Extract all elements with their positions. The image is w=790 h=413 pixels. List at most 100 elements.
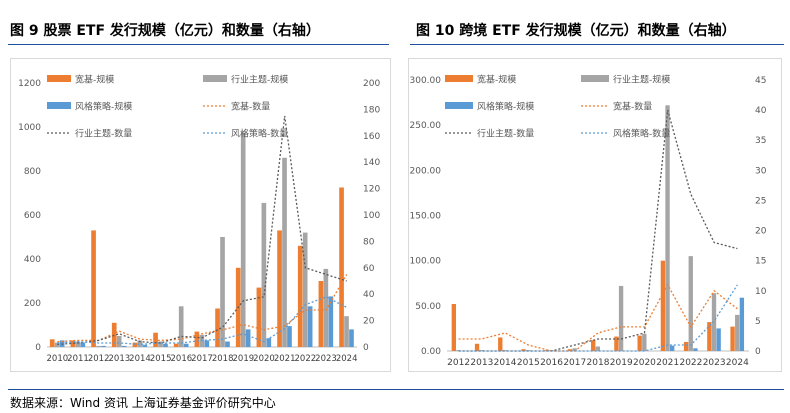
bar-industry xyxy=(479,350,484,351)
legend-label: 行业主题-规模 xyxy=(231,74,288,86)
x-tick-label: 2024 xyxy=(336,354,358,364)
y-tick-label: 0.00 xyxy=(421,347,441,357)
bar-broad xyxy=(660,260,666,351)
y2-tick-label: 20 xyxy=(755,227,767,237)
legend-swatch xyxy=(445,75,473,82)
x-tick-label: 2021 xyxy=(656,358,679,368)
y-tick-label: 400 xyxy=(24,255,41,265)
bar-strategy xyxy=(183,343,189,347)
stock-etf-chart: 0 200 400 600 800 1000 1200 0 20 40 60 80 100 120 140 1… xyxy=(18,74,380,365)
bar-strategy xyxy=(670,345,675,351)
bar-broad xyxy=(173,343,179,347)
y-tick-label: 600 xyxy=(24,211,41,221)
source-divider xyxy=(8,389,784,390)
x-tick-label: 2012 xyxy=(88,354,110,364)
x-tick-label: 2011 xyxy=(67,354,89,364)
figure-9-title: 图 9 股票 ETF 发行规模（亿元）和数量（右轴） xyxy=(10,23,320,39)
bar-broad xyxy=(70,340,76,347)
y2-tick-label: 10 xyxy=(755,287,767,297)
x-tick-label: 2010 xyxy=(47,354,69,364)
bar-broad xyxy=(297,245,303,347)
bar-broad xyxy=(474,343,480,351)
x-tick-label: 2016 xyxy=(171,354,193,364)
bar-broad xyxy=(215,308,220,347)
y2-tick-label: 60 xyxy=(363,264,375,274)
bar-industry xyxy=(618,285,624,351)
legend-label: 宽基-数量 xyxy=(613,101,652,113)
bar-broad xyxy=(707,322,712,351)
bar-industry xyxy=(116,336,122,347)
x-tick-label: 2022 xyxy=(295,354,317,364)
x-tick-label: 2019 xyxy=(610,358,633,368)
x-tick-label: 2014 xyxy=(129,354,151,364)
line-broad-count xyxy=(57,274,348,343)
cross-border-etf-chart: 0.00 50.00 100.00 150.00 200.00 250.00 300.00 0… xyxy=(410,74,767,369)
line-industry-count xyxy=(458,109,738,352)
y2-tick-label: 160 xyxy=(363,132,380,142)
bar-strategy xyxy=(121,345,127,347)
chart-panel-cross-border-etf: 0.00 50.00 100.00 150.00 200.00 250.00 300.00 0… xyxy=(408,58,782,372)
bar-broad xyxy=(683,341,689,351)
x-tick-label: 2019 xyxy=(233,354,255,364)
x-tick-label: 2017 xyxy=(191,354,213,364)
y-tick-label: 200 xyxy=(24,299,41,309)
bar-industry xyxy=(96,345,101,347)
y-tick-label: 1000 xyxy=(18,123,41,133)
bar-industry xyxy=(282,157,287,347)
bar-strategy xyxy=(287,326,292,347)
y2-tick-label: 180 xyxy=(363,105,380,115)
title-divider-left xyxy=(8,44,389,45)
line-industry-count xyxy=(57,115,347,346)
bar-industry xyxy=(344,316,349,347)
y2-tick-label: 120 xyxy=(363,185,380,195)
y2-tick-label: 35 xyxy=(755,136,766,146)
legend-swatch xyxy=(581,75,609,82)
bar-strategy xyxy=(307,306,313,347)
y2-tick-label: 0 xyxy=(755,347,761,357)
bar-strategy xyxy=(245,329,251,347)
bar-broad xyxy=(318,281,324,347)
y2-tick-label: 40 xyxy=(755,106,767,116)
bar-strategy xyxy=(225,341,230,347)
bar-strategy xyxy=(163,343,168,347)
y2-tick-label: 45 xyxy=(755,76,766,86)
x-tick-label: 2014 xyxy=(494,358,517,368)
x-tick-label: 2020 xyxy=(633,358,656,368)
y2-tick-label: 30 xyxy=(755,166,767,176)
y-tick-label: 100.00 xyxy=(410,257,442,267)
legend-label: 风格策略-数量 xyxy=(613,128,670,140)
bar-industry xyxy=(178,306,184,347)
legend-label: 行业主题-数量 xyxy=(75,128,132,140)
x-tick-label: 2023 xyxy=(315,354,337,364)
bar-broad xyxy=(451,304,456,351)
line-strategy-count xyxy=(458,284,738,352)
figure-10-title: 图 10 跨境 ETF 发行规模（亿元）和数量（右轴） xyxy=(416,23,736,39)
bar-broad xyxy=(521,349,526,351)
bar-broad xyxy=(194,331,200,347)
x-tick-label: 2012 xyxy=(447,358,470,368)
bar-strategy xyxy=(693,348,698,351)
legend-swatch xyxy=(445,102,473,109)
x-tick-label: 2015 xyxy=(517,358,540,368)
bar-industry xyxy=(642,333,647,351)
bar-broad xyxy=(256,287,262,347)
bar-industry xyxy=(261,202,267,347)
x-tick-label: 2016 xyxy=(540,358,563,368)
legend-label: 行业主题-规模 xyxy=(613,74,670,86)
bar-broad xyxy=(339,187,344,347)
y2-tick-label: 5 xyxy=(755,317,761,327)
y-tick-label: 50.00 xyxy=(415,302,441,312)
bar-broad xyxy=(111,322,117,347)
bar-strategy xyxy=(101,345,106,347)
y-tick-label: 200.00 xyxy=(410,166,442,176)
x-tick-label: 2015 xyxy=(150,354,172,364)
bar-broad xyxy=(637,335,642,351)
bar-industry xyxy=(456,350,461,351)
x-tick-label: 2018 xyxy=(587,358,610,368)
x-tick-label: 2013 xyxy=(470,358,493,368)
source-note: 数据来源：Wind 资讯 上海证券基金评价研究中心 xyxy=(10,396,276,410)
y2-tick-label: 25 xyxy=(755,196,766,206)
bar-industry xyxy=(735,314,740,351)
y-tick-label: 0 xyxy=(35,343,41,353)
x-tick-label: 2024 xyxy=(726,358,749,368)
